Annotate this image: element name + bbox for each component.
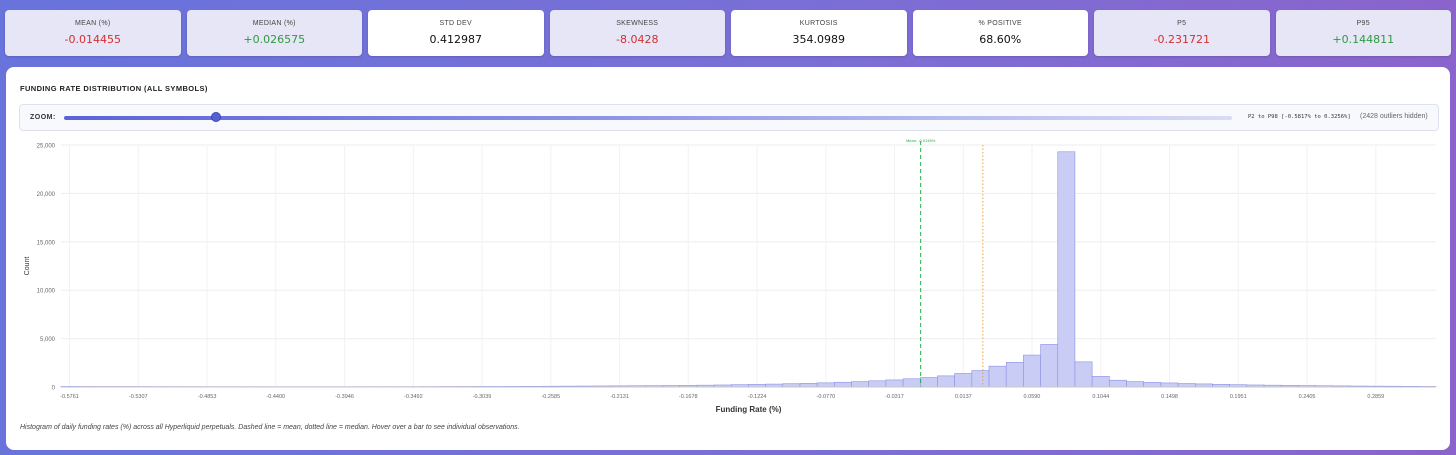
histogram-bar[interactable] [868,380,887,388]
x-tick-label: 0.0137 [955,394,972,400]
histogram-bar[interactable] [851,381,870,388]
histogram-bar[interactable] [1057,151,1076,388]
mean-line-label: Mean: -0.0145% [906,138,936,143]
x-tick-label: 0.2859 [1367,394,1384,400]
panel-title: FUNDING RATE DISTRIBUTION (ALL SYMBOLS) [20,84,208,93]
x-tick-label: -0.1224 [748,394,767,400]
y-tick-label: 0 [52,386,56,392]
x-tick-label: 0.1498 [1161,394,1178,400]
histogram-bar[interactable] [1143,382,1162,388]
stat-value: +0.144811 [1332,33,1395,46]
stat-value: 68.60% [979,33,1022,46]
y-tick-label: 25,000 [37,144,56,150]
zoom-slider-thumb[interactable] [210,112,221,122]
y-axis-label: Count [24,257,31,276]
histogram-bar[interactable] [902,378,921,388]
zoom-control: ZOOM: P2 to P98 [-0.5817% to 0.3256%] (2… [19,104,1439,131]
stat-value: 354.0989 [792,33,846,46]
stat-card-percent-positive: % POSITIVE 68.60% [912,10,1088,56]
histogram-bar[interactable] [885,379,904,388]
x-tick-label: -0.4853 [198,394,217,400]
stat-card-std-dev: STD DEV 0.412987 [368,10,544,56]
x-tick-label: -0.2585 [541,394,560,400]
stat-label: MEAN (%) [75,20,111,27]
stat-value: -0.014455 [64,33,121,46]
histogram-bar[interactable] [1074,361,1093,388]
histogram-bar[interactable] [834,381,852,388]
x-tick-label: -0.0317 [885,394,904,400]
zoom-range-readout: P2 to P98 [-0.5817% to 0.3256%] [1248,114,1351,120]
stat-label: P95 [1356,20,1370,27]
histogram-chart: 0 5,000 10,000 15,000 20,000 25,000 -0.5761 -0… [6,137,1450,422]
x-tick-label: 0.1951 [1230,394,1247,400]
stat-card-kurtosis: KURTOSIS 354.0989 [731,10,907,56]
stat-label: % POSITIVE [978,20,1022,27]
x-tick-label: -0.0770 [817,394,836,400]
histogram-bar[interactable] [1023,354,1041,388]
x-tick-label: -0.4400 [266,394,285,400]
stat-card-skewness: SKEWNESS -8.0428 [549,10,725,56]
stat-markers: Mean: -0.0145% [906,138,984,387]
x-tick-label: -0.2131 [610,394,629,400]
x-tick-label: -0.1678 [679,394,698,400]
outliers-hidden-note: (2428 outliers hidden) [1360,113,1428,120]
stat-card-p95: P95 +0.144811 [1275,10,1451,56]
x-tick-label: -0.3492 [404,394,423,400]
stat-label: P5 [1177,20,1187,27]
stat-value: -0.231721 [1153,33,1210,46]
distribution-panel: FUNDING RATE DISTRIBUTION (ALL SYMBOLS) … [6,67,1450,450]
stat-label: MEDIAN (%) [252,20,296,27]
zoom-label: ZOOM: [30,114,56,121]
x-tick-label: 0.2405 [1299,394,1316,400]
histogram-bar[interactable] [937,375,955,388]
x-tick-label: 0.0590 [1024,394,1041,400]
stat-label: SKEWNESS [616,20,659,27]
x-tick-label: -0.5761 [60,394,79,400]
histogram-bar[interactable] [1177,383,1196,388]
histogram-bar[interactable] [954,373,973,388]
y-tick-label: 10,000 [37,289,56,295]
y-tick-label: 20,000 [37,192,56,198]
stat-label: KURTOSIS [799,20,838,27]
histogram-bar[interactable] [816,382,835,388]
stats-row: MEAN (%) -0.014455 MEDIAN (%) +0.026575 … [5,10,1451,56]
histogram-bar[interactable] [1126,381,1144,388]
stat-value: +0.026575 [243,33,306,46]
x-tick-label: -0.3039 [473,394,492,400]
x-tick-label: -0.5307 [129,394,148,400]
x-tick-label: 0.1044 [1092,394,1109,400]
x-tick-label: -0.3946 [335,394,354,400]
y-tick-label: 15,000 [37,240,56,246]
histogram-bar[interactable] [919,377,938,388]
y-axis-ticks: 0 5,000 10,000 15,000 20,000 25,000 [37,144,56,392]
stat-label: STD DEV [439,20,472,27]
histogram-bar[interactable] [799,383,818,388]
histogram-bar[interactable] [1091,376,1110,388]
histogram-bar[interactable] [988,365,1007,388]
x-axis-label: Funding Rate (%) [716,405,782,414]
histogram-bar[interactable] [1160,382,1179,388]
chart-caption: Histogram of daily funding rates (%) acr… [20,424,520,431]
stat-value: 0.412987 [429,33,483,46]
stat-card-median: MEDIAN (%) +0.026575 [186,10,362,56]
histogram-bar[interactable] [971,370,990,388]
zoom-slider-track[interactable] [64,116,1232,120]
y-tick-label: 5,000 [40,337,56,343]
histogram-bar[interactable] [1109,379,1127,388]
stat-card-mean: MEAN (%) -0.014455 [5,10,181,56]
x-axis-ticks: -0.5761 -0.5307 -0.4853 -0.4400 -0.3946 -0.34… [60,394,1384,400]
grid-lines [61,144,1436,388]
stat-value: -8.0428 [616,33,659,46]
histogram-bars [60,151,1437,388]
histogram-bar[interactable] [1040,344,1059,388]
stat-card-p5: P5 -0.231721 [1094,10,1270,56]
histogram-bar[interactable] [1005,362,1024,388]
